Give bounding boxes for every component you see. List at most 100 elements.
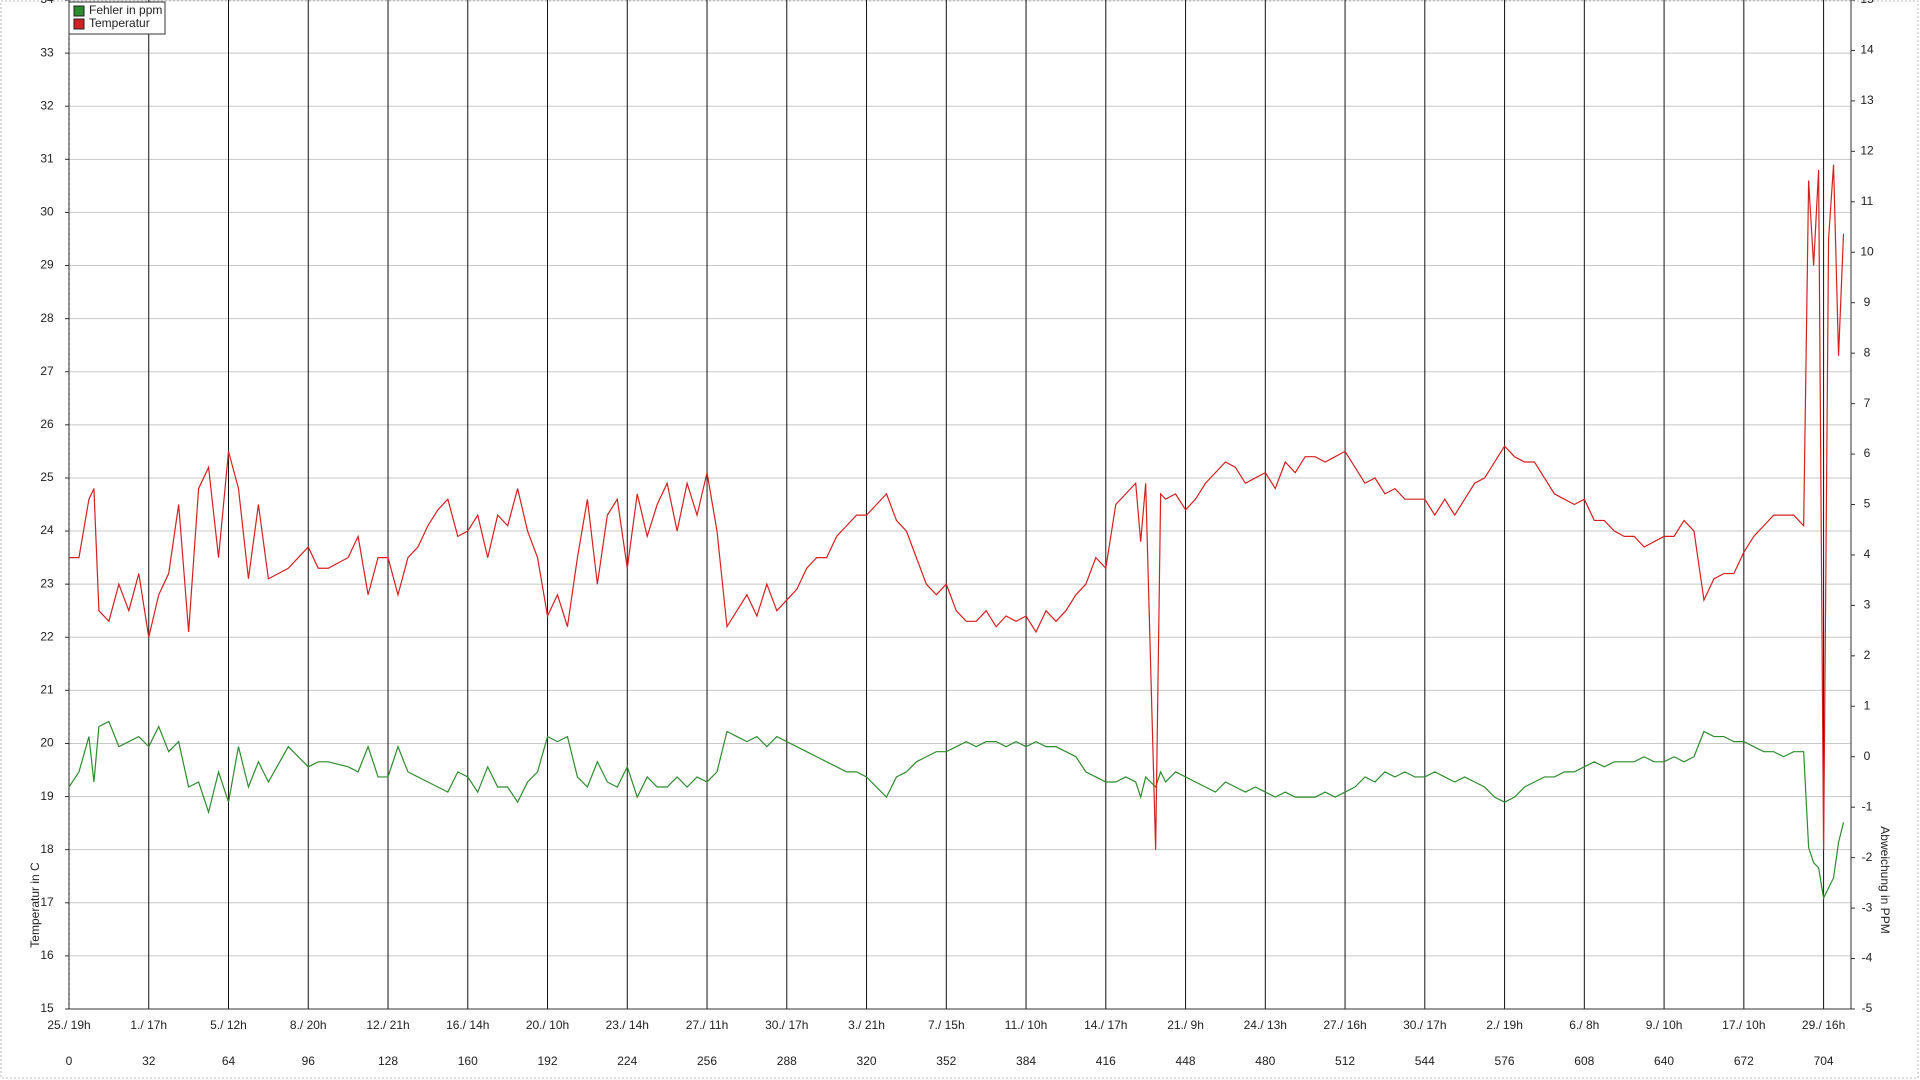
y-tick-label: 18 [40,842,54,856]
x-tick-value: 192 [538,1054,558,1068]
x-tick-label: 16./ 14h [446,1018,489,1032]
y2-tick-label: 2 [1864,648,1871,662]
y-tick-label: 31 [40,151,54,165]
y-tick-label: 30 [40,205,54,219]
x-tick-label: 30./ 17h [1403,1018,1446,1032]
x-tick-label: 27./ 16h [1323,1018,1366,1032]
y-tick-label: 33 [40,45,54,59]
y-tick-label: 25 [40,470,54,484]
legend-label: Fehler in ppm [89,3,162,17]
x-tick-value: 32 [142,1054,156,1068]
x-tick-label: 5./ 12h [210,1018,247,1032]
x-tick-value: 128 [378,1054,398,1068]
y2-tick-label: 9 [1864,295,1871,309]
x-tick-value: 64 [222,1054,236,1068]
legend-box [68,1,166,35]
x-tick-label: 12./ 21h [366,1018,409,1032]
x-tick-label: 30./ 17h [765,1018,808,1032]
y-tick-label: 29 [40,258,54,272]
y2-tick-label: -3 [1862,900,1873,914]
legend-swatch [73,5,85,17]
x-tick-label: 1./ 17h [130,1018,167,1032]
x-tick-label: 6./ 8h [1569,1018,1599,1032]
x-tick-label: 3./ 21h [848,1018,885,1032]
y-tick-label: 17 [40,895,54,909]
y2-tick-label: 4 [1864,547,1871,561]
label-layer: 1516171819202122232425262728293031323334… [40,0,1874,1068]
x-tick-label: 25./ 19h [47,1018,90,1032]
x-tick-value: 704 [1814,1054,1834,1068]
series-line [69,164,1845,850]
y-tick-label: 23 [40,576,54,590]
x-tick-value: 320 [857,1054,877,1068]
legend-swatch [73,18,85,30]
y-tick-label: 16 [40,948,54,962]
grid-layer [65,0,1855,1010]
y2-tick-label: 11 [1861,194,1874,208]
y-tick-label: 19 [40,789,54,803]
y-tick-label: 22 [40,629,54,643]
y2-tick-label: 10 [1860,244,1874,258]
y-tick-label: 34 [40,0,54,6]
x-tick-value: 448 [1176,1054,1196,1068]
x-tick-value: 288 [777,1054,797,1068]
series-line [68,720,1845,900]
x-tick-value: 0 [66,1054,73,1068]
line-layer [68,164,1845,900]
x-tick-label: 2./ 19h [1486,1018,1523,1032]
y-tick-label: 24 [40,523,54,537]
y2-tick-label: 12 [1860,144,1874,158]
x-tick-label: 27./ 11h [686,1018,728,1032]
x-tick-label: 17./ 10h [1722,1018,1765,1032]
x-tick-label: 21./ 9h [1167,1018,1204,1032]
y2-tick-label: 6 [1864,446,1871,460]
x-tick-value: 544 [1415,1054,1435,1068]
x-tick-label: 24./ 13h [1244,1018,1287,1032]
y2-tick-label: 5 [1864,497,1871,511]
y2-tick-label: 1 [1864,698,1871,712]
y2-tick-label: -1 [1862,799,1873,813]
y2-tick-label: 7 [1864,396,1871,410]
y2-tick-label: 0 [1864,749,1871,763]
x-tick-label: 11./ 10h [1005,1018,1047,1032]
y-tick-label: 21 [40,683,54,697]
y-tick-label: 20 [40,736,54,750]
y2-tick-label: 8 [1864,345,1871,359]
x-tick-value: 352 [936,1054,956,1068]
x-tick-value: 576 [1495,1054,1515,1068]
y2-tick-label: -4 [1862,951,1873,965]
x-tick-value: 416 [1096,1054,1116,1068]
legend-label: Temperatur [89,16,150,30]
y-tick-label: 32 [40,98,54,112]
x-tick-value: 608 [1574,1054,1594,1068]
x-tick-label: 8./ 20h [290,1018,327,1032]
x-tick-value: 256 [697,1054,717,1068]
x-tick-label: 9./ 10h [1646,1018,1683,1032]
y2-tick-label: -5 [1862,1001,1873,1015]
x-tick-label: 23./ 14h [606,1018,649,1032]
y2-tick-label: 3 [1864,598,1871,612]
x-tick-value: 512 [1335,1054,1355,1068]
x-tick-value: 224 [617,1054,637,1068]
y2-tick-label: -2 [1862,850,1873,864]
x-tick-label: 14./ 17h [1084,1018,1127,1032]
y2-tick-label: 13 [1860,93,1874,107]
y-tick-label: 15 [40,1001,54,1015]
y2-tick-label: 14 [1860,43,1874,57]
x-tick-label: 29./ 16h [1802,1018,1845,1032]
x-tick-label: 20./ 10h [526,1018,569,1032]
x-tick-value: 384 [1016,1054,1036,1068]
y-axis-title: Temperatur in C [28,862,42,948]
y2-tick-label: 15 [1860,0,1874,6]
x-tick-value: 640 [1654,1054,1674,1068]
x-tick-value: 672 [1734,1054,1754,1068]
x-tick-value: 480 [1255,1054,1275,1068]
x-tick-label: 7./ 15h [928,1018,965,1032]
x-tick-value: 96 [302,1054,316,1068]
y-tick-label: 27 [40,364,54,378]
y2-axis-title: Abweichung in PPM [1878,826,1892,933]
